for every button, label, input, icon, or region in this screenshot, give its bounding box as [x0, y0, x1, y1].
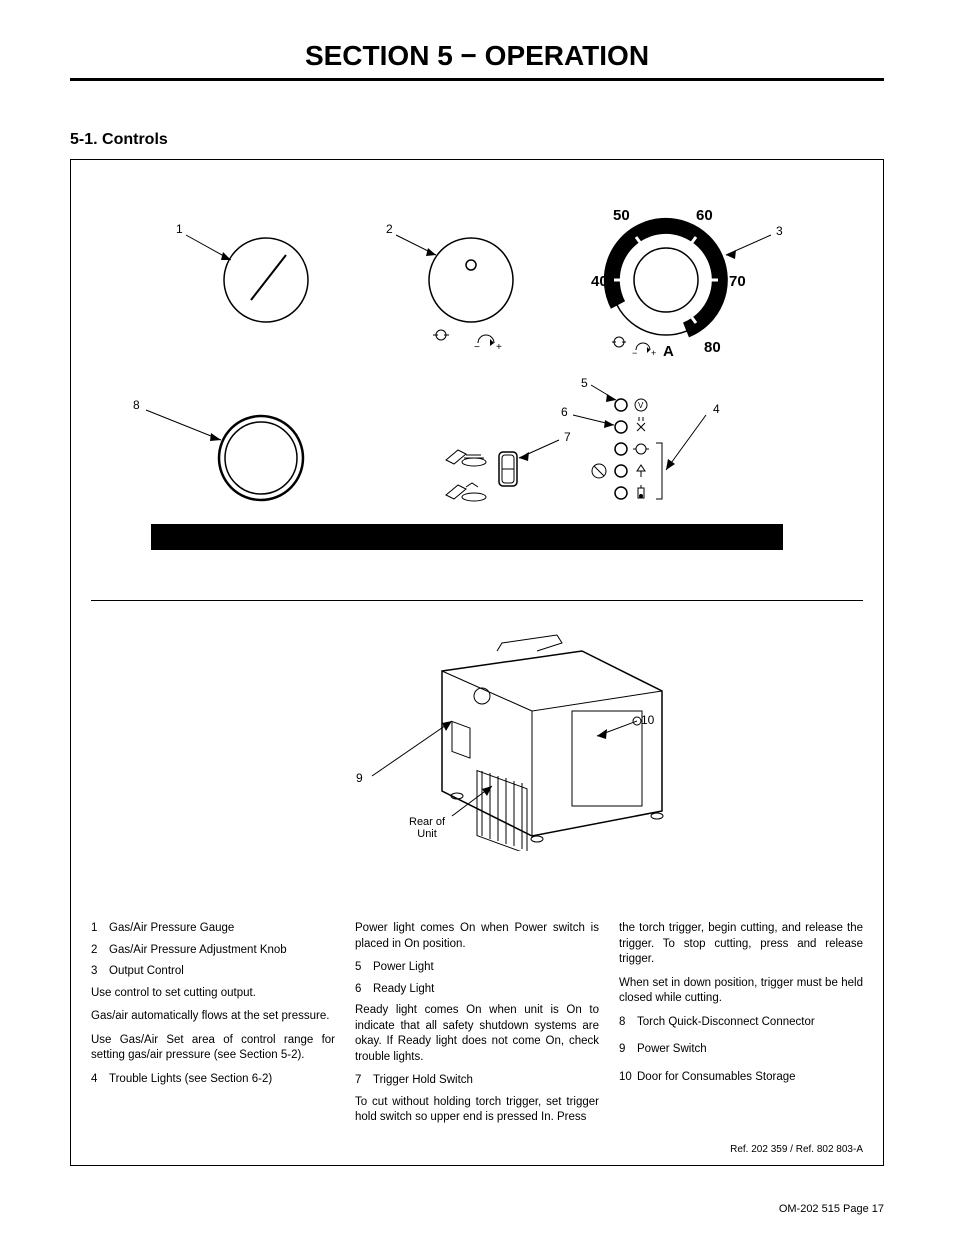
callout-10: 10	[641, 713, 654, 727]
svg-text:40: 40	[591, 273, 608, 290]
svg-text:50: 50	[613, 207, 630, 224]
subsection-heading: 5-1. Controls	[70, 131, 884, 149]
callout-9: 9	[356, 771, 363, 785]
callout-1: 1	[176, 222, 183, 236]
paragraph: Gas/air automatically flows at the set p…	[91, 1009, 335, 1025]
list-item: 6Ready Light	[355, 982, 599, 998]
callout-7: 7	[564, 430, 571, 444]
paragraph: Power light comes On when Power switch i…	[355, 921, 599, 952]
svg-text:−: −	[474, 342, 480, 353]
svg-text:60: 60	[696, 207, 713, 224]
svg-text:70: 70	[729, 273, 746, 290]
svg-text:80: 80	[704, 339, 721, 356]
column-1: 1Gas/Air Pressure Gauge 2Gas/Air Pressur…	[91, 921, 335, 1134]
list-item: 1Gas/Air Pressure Gauge	[91, 921, 335, 937]
svg-text:V: V	[638, 401, 644, 410]
reference-line: Ref. 202 359 / Ref. 802 803-A	[91, 1144, 863, 1155]
page-footer: OM-202 515 Page 17	[779, 1203, 884, 1215]
column-3: the torch trigger, begin cutting, and re…	[619, 921, 863, 1134]
list-item: 7Trigger Hold Switch	[355, 1073, 599, 1089]
controls-svg: − + 40 50 60	[91, 180, 861, 580]
top-diagram: − + 40 50 60	[91, 180, 863, 580]
list-item: 9Power Switch	[619, 1042, 863, 1058]
list-item: 4Trouble Lights (see Section 6-2)	[91, 1072, 335, 1088]
list-item: 8Torch Quick-Disconnect Connector	[619, 1015, 863, 1031]
description-columns: 1Gas/Air Pressure Gauge 2Gas/Air Pressur…	[91, 921, 863, 1134]
divider	[91, 600, 863, 601]
svg-text:A: A	[663, 343, 674, 360]
callout-3: 3	[776, 224, 783, 238]
list-item: 3Output Control	[91, 964, 335, 980]
callout-4: 4	[713, 402, 720, 416]
section-title: SECTION 5 − OPERATION	[70, 40, 884, 81]
black-bar	[151, 524, 783, 550]
paragraph: Use Gas/Air Set area of control range fo…	[91, 1033, 335, 1064]
svg-text:+: +	[496, 342, 502, 353]
paragraph: Ready light comes On when unit is On to …	[355, 1003, 599, 1065]
unit-diagram: 9 10 Rear ofUnit	[91, 621, 863, 891]
svg-text:+: +	[651, 348, 656, 358]
paragraph: Use control to set cutting output.	[91, 986, 335, 1002]
svg-text:−: −	[632, 348, 637, 358]
callout-8: 8	[133, 398, 140, 412]
callout-2: 2	[386, 222, 393, 236]
rear-of-unit-label: Rear ofUnit	[409, 816, 445, 840]
paragraph: the torch trigger, begin cutting, and re…	[619, 921, 863, 968]
column-2: Power light comes On when Power switch i…	[355, 921, 599, 1134]
list-item: 5Power Light	[355, 960, 599, 976]
callout-5: 5	[581, 376, 588, 390]
paragraph: When set in down position, trigger must …	[619, 976, 863, 1007]
list-item: 2Gas/Air Pressure Adjustment Knob	[91, 943, 335, 959]
callout-6: 6	[561, 405, 568, 419]
figure-box: − + 40 50 60	[70, 159, 884, 1166]
unit-svg	[92, 621, 862, 851]
paragraph: To cut without holding torch trigger, se…	[355, 1095, 599, 1126]
list-item: 10Door for Consumables Storage	[619, 1070, 863, 1086]
